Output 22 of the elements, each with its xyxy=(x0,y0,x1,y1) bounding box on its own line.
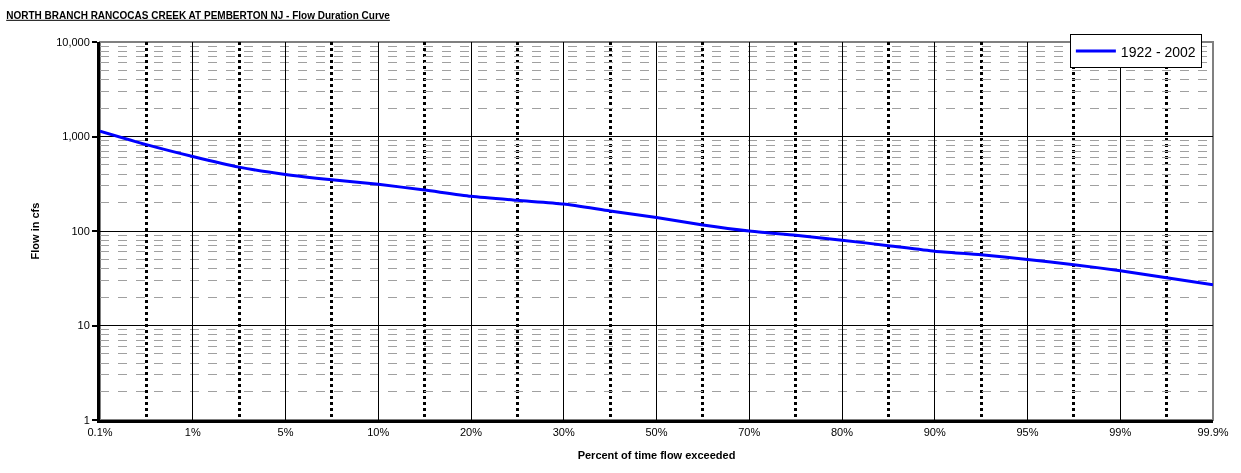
x-tick-label: 10% xyxy=(367,426,390,439)
y-tick-label: 10,000 xyxy=(56,35,90,48)
x-tick-label: 1% xyxy=(184,426,201,439)
x-tick-label: 50% xyxy=(645,426,668,439)
y-tick-label: 10 xyxy=(77,319,90,332)
y-tick-label: 1,000 xyxy=(62,130,90,143)
x-tick-label: 90% xyxy=(923,426,946,439)
x-tick-label: 80% xyxy=(830,426,854,439)
y-tick-label: 1 xyxy=(83,413,90,426)
x-axis-title: Percent of time flow exceeded xyxy=(577,449,736,462)
x-tick-label: 99.9% xyxy=(1197,426,1229,439)
chart-title: NORTH BRANCH RANCOCAS CREEK AT PEMBERTON NJ - Flow Duration Curve xyxy=(6,9,391,21)
x-tick-label: 99% xyxy=(1109,426,1132,439)
x-tick-label: 70% xyxy=(738,426,761,439)
x-tick-label: 30% xyxy=(552,426,575,439)
x-tick-label: 95% xyxy=(1016,426,1039,439)
x-tick-label: 20% xyxy=(459,426,483,439)
x-tick-label: 5% xyxy=(277,426,294,439)
y-tick-label: 100 xyxy=(71,224,90,237)
y-axis-title: Flow in cfs xyxy=(28,202,41,260)
x-tick-label: 0.1% xyxy=(87,426,113,439)
legend-label: 1922 - 2002 xyxy=(1120,43,1196,60)
